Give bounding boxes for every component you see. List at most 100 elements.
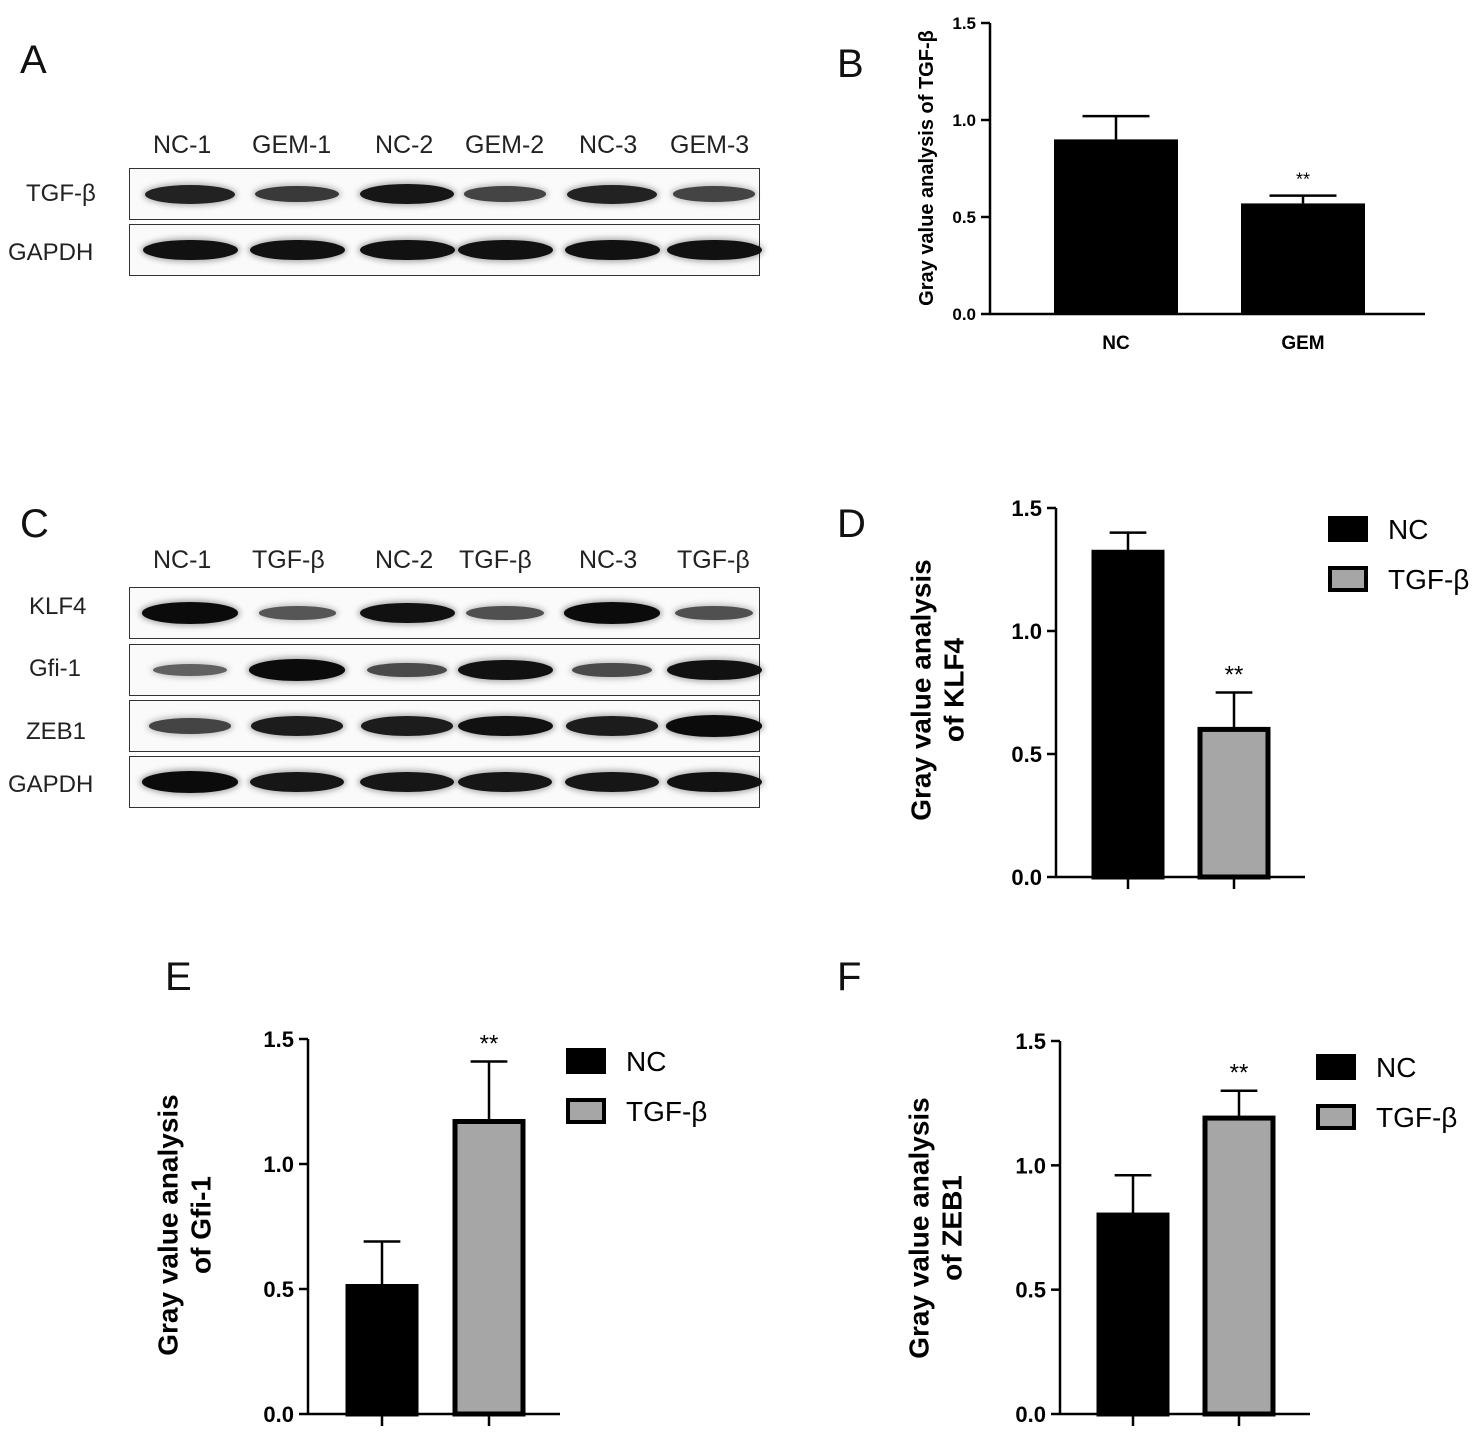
x-tick-label: NC [1102,333,1130,354]
panel-letter-b: B [837,42,864,86]
lane-label: GEM-2 [465,131,545,159]
y-tick-label: 0.5 [952,208,976,227]
blot-row-label: ZEB1 [26,718,87,745]
blot-band [674,605,754,621]
significance-label: ** [1230,1060,1249,1087]
blot-band [258,606,336,620]
blot-row-label: KLF4 [29,593,87,620]
legend-swatch [566,1048,606,1074]
panel-letter-a: A [20,38,47,82]
blot-band [367,662,447,678]
legend-label: TGF-β [1376,1102,1457,1133]
blot-row-label: GAPDH [8,771,94,798]
panel-letter-f: F [837,955,862,999]
blot-band [565,771,659,793]
bar [1241,203,1365,314]
panel-letter-c: C [20,502,49,546]
blot-band [360,183,454,205]
blot-band [465,605,545,621]
y-tick-label: 1.0 [1015,1153,1046,1178]
y-tick-label: 0.5 [263,1277,294,1302]
significance-label: ** [1296,170,1310,190]
bar [345,1284,419,1417]
blot-band [458,771,552,793]
legend-label: NC [1388,514,1428,545]
blot-band [251,716,343,736]
y-axis-label: of KLF4 [939,637,970,742]
y-tick-label: 1.5 [263,1027,294,1052]
y-axis-label: Gray value analysis [905,559,936,821]
bar [1096,1212,1170,1417]
blot-band [666,659,762,681]
legend-label: NC [626,1046,666,1077]
lane-label: NC-2 [375,546,434,574]
blot-band [564,239,660,261]
blot-band [141,771,239,793]
y-axis-label: Gray value analysis of TGF-β [916,30,938,306]
y-tick-label: 0.0 [1011,865,1042,890]
y-tick-label: 0.0 [1015,1402,1046,1427]
x-tick-label: GEM [1281,333,1324,354]
blot-row-label: Gfi-1 [29,655,82,682]
lane-label: NC-1 [153,546,212,574]
blot-band [248,659,346,681]
y-tick-label: 1.5 [952,14,976,33]
lane-label: TGF-β [252,546,325,574]
bar [1197,726,1271,880]
y-tick-label: 1.0 [1011,619,1042,644]
y-tick-label: 1.0 [263,1152,294,1177]
blot-band [666,771,762,793]
y-tick-label: 1.5 [1011,496,1042,521]
y-axis-label: of Gfi-1 [186,1176,217,1274]
bar [452,1119,526,1417]
blot-band [254,185,340,203]
blot-band [359,602,455,624]
lane-label: NC-3 [579,131,638,159]
legend-swatch [1316,1104,1356,1130]
blot-band [141,602,239,624]
blot-band [250,771,344,793]
blot-band [457,239,553,261]
y-tick-label: 1.5 [1015,1029,1046,1054]
lane-label: NC-2 [375,131,434,159]
y-axis-label: Gray value analysis [903,1097,934,1359]
bar [1054,139,1178,314]
legend-label: TGF-β [626,1096,707,1127]
blot-band [361,716,453,736]
lane-label: GEM-1 [252,131,332,159]
blot-row-label: TGF-β [26,180,96,207]
bar [1202,1115,1276,1417]
lane-label: TGF-β [677,546,750,574]
lane-label: GEM-3 [670,131,750,159]
blot-band [673,186,755,202]
lane-label: NC-1 [153,131,212,159]
blot-band [566,184,658,204]
blot-band [149,718,231,734]
bar [1091,549,1165,880]
y-tick-label: 0.0 [263,1402,294,1427]
legend-label: NC [1376,1052,1416,1083]
blot-band [360,771,454,793]
panel-letter-e: E [165,955,192,999]
legend-label: TGF-β [1388,564,1469,595]
blot-band [572,662,652,678]
significance-label: ** [480,1031,499,1058]
lane-label: NC-3 [579,546,638,574]
legend-swatch [1316,1054,1356,1080]
y-tick-label: 0.5 [1015,1278,1046,1303]
blot-band [566,716,658,736]
y-tick-label: 0.0 [952,305,976,324]
legend-swatch [1328,566,1368,592]
significance-label: ** [1225,662,1244,689]
blot-band [666,239,762,261]
y-axis-label: Gray value analysis [152,1094,183,1356]
blot-row-label: GAPDH [8,239,94,266]
y-tick-label: 1.0 [952,111,976,130]
legend-swatch [566,1098,606,1124]
blot-band [142,239,238,261]
blot-band [464,186,546,202]
blot-band [144,184,236,204]
blot-band [249,239,345,261]
y-axis-label: of ZEB1 [937,1175,968,1281]
blot-band [359,239,455,261]
